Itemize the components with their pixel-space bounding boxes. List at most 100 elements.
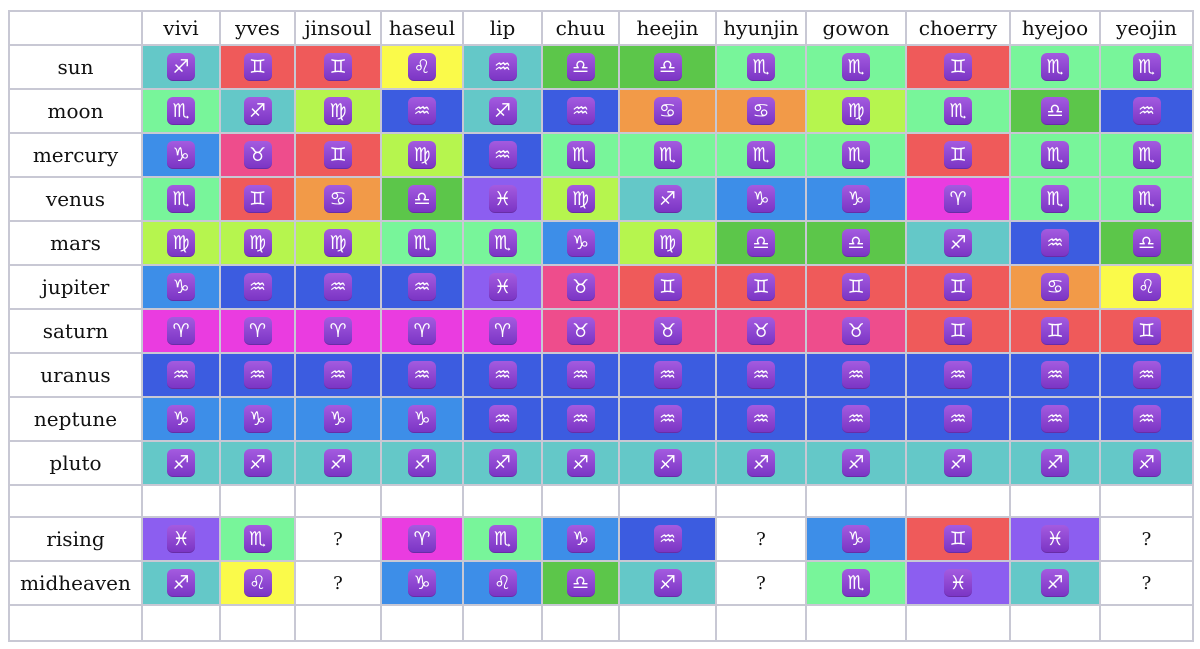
unknown-cell: ? [715, 516, 807, 562]
sign-cell: ♑︎ [141, 132, 221, 178]
gemini-icon: ♊︎ [243, 53, 272, 81]
column-header-hyejoo: hyejoo [1009, 10, 1101, 46]
virgo-icon: ♍︎ [842, 97, 870, 125]
sign-cell: ♑︎ [380, 560, 464, 606]
unknown-mark: ? [756, 572, 766, 594]
sign-cell: ♓︎ [462, 176, 543, 222]
sign-cell: ♒︎ [294, 264, 382, 310]
virgo-icon: ♍︎ [243, 229, 272, 257]
sign-cell: ♒︎ [1099, 396, 1194, 442]
scorpio-icon: ♏︎ [488, 229, 517, 257]
sign-cell: ♒︎ [541, 352, 620, 398]
empty-cell [294, 604, 382, 642]
sign-cell: ♎︎ [541, 44, 620, 90]
sign-cell: ♈︎ [462, 308, 543, 354]
sign-cell: ♒︎ [1099, 88, 1194, 134]
empty-cell [380, 604, 464, 642]
scorpio-icon: ♏︎ [167, 185, 195, 213]
empty-cell [1099, 484, 1194, 518]
sign-cell: ♊︎ [905, 44, 1011, 90]
aquarius-icon: ♒︎ [747, 405, 775, 433]
sign-cell: ♍︎ [805, 88, 907, 134]
sign-cell: ♑︎ [141, 396, 221, 442]
sign-cell: ♈︎ [380, 308, 464, 354]
sign-cell: ♒︎ [541, 88, 620, 134]
scorpio-icon: ♏︎ [1041, 141, 1069, 169]
sign-cell: ♒︎ [805, 352, 907, 398]
sign-cell: ♐︎ [462, 88, 543, 134]
row-midheaven: midheaven ♐︎ ♌︎? ♑︎ ♌︎ ♎︎ ♐︎? ♏︎ ♓︎ ♐︎? [8, 560, 1194, 606]
sign-cell: ♐︎ [141, 560, 221, 606]
column-header-choerry: choerry [905, 10, 1011, 46]
sign-cell: ♎︎ [805, 220, 907, 266]
aquarius-icon: ♒︎ [167, 361, 195, 389]
pisces-icon: ♓︎ [1041, 525, 1069, 553]
empty-cell [462, 604, 543, 642]
row-label-sun: sun [8, 44, 143, 90]
scorpio-icon: ♏︎ [944, 97, 972, 125]
row-neptune: neptune ♑︎ ♑︎ ♑︎ ♑︎ ♒︎ ♒︎ ♒︎ ♒︎ ♒︎ ♒︎ ♒︎ ♒︎ [8, 396, 1194, 442]
taurus-icon: ♉︎ [842, 317, 870, 345]
aquarius-icon: ♒︎ [408, 361, 436, 389]
scorpio-icon: ♏︎ [1132, 53, 1161, 81]
sign-cell: ♒︎ [618, 516, 717, 562]
column-header-hyunjin: hyunjin [715, 10, 807, 46]
scorpio-icon: ♏︎ [1041, 185, 1069, 213]
capricorn-icon: ♑︎ [243, 405, 272, 433]
column-header-chuu: chuu [541, 10, 620, 46]
taurus-icon: ♉︎ [747, 317, 775, 345]
sign-cell: ♒︎ [219, 352, 296, 398]
sign-cell: ♊︎ [294, 132, 382, 178]
unknown-cell: ? [294, 516, 382, 562]
libra-icon: ♎︎ [408, 185, 436, 213]
column-header-vivi: vivi [141, 10, 221, 46]
libra-icon: ♎︎ [566, 53, 595, 81]
column-header-yves: yves [219, 10, 296, 46]
row-label-saturn: saturn [8, 308, 143, 354]
aquarius-icon: ♒︎ [1132, 361, 1161, 389]
cancer-icon: ♋︎ [324, 185, 352, 213]
capricorn-icon: ♑︎ [167, 405, 195, 433]
sign-cell: ♉︎ [618, 308, 717, 354]
column-header-gowon: gowon [805, 10, 907, 46]
sign-cell: ♐︎ [462, 440, 543, 486]
sign-cell: ♑︎ [805, 176, 907, 222]
row-pluto: pluto ♐︎ ♐︎ ♐︎ ♐︎ ♐︎ ♐︎ ♐︎ ♐︎ ♐︎ ♐︎ ♐︎ ♐︎ [8, 440, 1194, 486]
sign-cell: ♊︎ [618, 264, 717, 310]
sign-cell: ♊︎ [715, 264, 807, 310]
sagittarius-icon: ♐︎ [243, 97, 272, 125]
sign-cell: ♐︎ [618, 560, 717, 606]
sign-cell: ♉︎ [541, 264, 620, 310]
empty-cell [8, 604, 143, 642]
sign-cell: ♉︎ [805, 308, 907, 354]
sign-cell: ♏︎ [1099, 132, 1194, 178]
empty-cell [8, 484, 143, 518]
sagittarius-icon: ♐︎ [747, 449, 775, 477]
sagittarius-icon: ♐︎ [653, 569, 682, 597]
empty-cell [141, 604, 221, 642]
sign-cell: ♊︎ [905, 308, 1011, 354]
sagittarius-icon: ♐︎ [167, 53, 195, 81]
sign-cell: ♊︎ [219, 44, 296, 90]
gemini-icon: ♊︎ [243, 185, 272, 213]
astrology-chart-table: vivi yves jinsoul haseul lip chuu heejin hyunji… [8, 10, 1194, 642]
aquarius-icon: ♒︎ [566, 405, 595, 433]
row-uranus: uranus ♒︎ ♒︎ ♒︎ ♒︎ ♒︎ ♒︎ ♒︎ ♒︎ ♒︎ ♒︎ ♒︎ ♒︎ [8, 352, 1194, 398]
aquarius-icon: ♒︎ [324, 273, 352, 301]
trailing-empty-row [8, 604, 1194, 642]
aquarius-icon: ♒︎ [653, 525, 682, 553]
sign-cell: ♏︎ [462, 220, 543, 266]
empty-cell [294, 484, 382, 518]
row-label-uranus: uranus [8, 352, 143, 398]
sign-cell: ♐︎ [141, 440, 221, 486]
aquarius-icon: ♒︎ [1132, 97, 1161, 125]
unknown-cell: ? [1099, 560, 1194, 606]
aquarius-icon: ♒︎ [488, 405, 517, 433]
scorpio-icon: ♏︎ [243, 525, 272, 553]
sign-cell: ♐︎ [541, 440, 620, 486]
sagittarius-icon: ♐︎ [488, 449, 517, 477]
sagittarius-icon: ♐︎ [167, 449, 195, 477]
scorpio-icon: ♏︎ [747, 141, 775, 169]
empty-cell [618, 604, 717, 642]
sign-cell: ♐︎ [905, 440, 1011, 486]
